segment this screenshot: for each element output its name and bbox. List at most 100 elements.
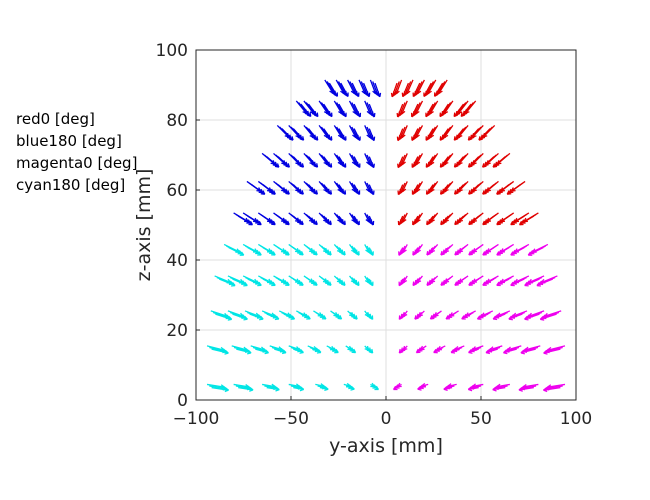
red-arrow — [400, 100, 408, 115]
blue-arrow — [336, 214, 344, 224]
cyan-arrow — [206, 345, 225, 352]
blue-arrow — [303, 125, 315, 138]
magenta-arrow — [458, 275, 469, 283]
cyan-arrow — [269, 345, 283, 352]
cyan-arrow — [288, 345, 300, 351]
red-arrow — [471, 124, 484, 138]
blue-arrow — [333, 153, 343, 165]
red-arrow — [472, 152, 484, 165]
cyan-arrow — [313, 310, 323, 317]
blue-arrow — [288, 124, 301, 138]
cyan-arrow — [214, 275, 232, 284]
magenta-arrow — [486, 275, 499, 283]
magenta-arrow — [444, 275, 454, 283]
blue-arrow — [364, 125, 371, 139]
red-arrow — [416, 212, 424, 223]
red-arrow — [510, 180, 526, 192]
magenta-arrow — [500, 243, 515, 253]
cyan-arrow — [345, 345, 353, 351]
blue-arrow — [347, 79, 356, 95]
blue-arrow — [273, 212, 286, 223]
red-arrow — [443, 125, 454, 138]
red-arrow — [416, 79, 425, 95]
red-arrow — [457, 125, 469, 138]
magenta-arrow — [458, 243, 469, 253]
blue-arrow — [364, 181, 371, 193]
blue-arrow — [348, 181, 356, 192]
red-arrow — [514, 212, 530, 223]
red-arrow — [472, 180, 484, 192]
red-arrow — [429, 100, 439, 115]
red-arrow — [429, 153, 439, 165]
magenta-arrow — [528, 275, 545, 284]
cyan-arrow — [315, 383, 325, 389]
magenta-arrow — [444, 243, 454, 253]
blue-arrow — [257, 212, 272, 223]
cyan-arrow — [262, 383, 276, 389]
red-arrow — [441, 126, 452, 140]
red-arrow — [443, 153, 454, 165]
blue-arrow — [273, 180, 286, 192]
cyan-arrow — [307, 345, 318, 351]
blue-arrow — [257, 180, 272, 192]
blue-arrow — [369, 79, 377, 95]
cyan-arrow — [242, 243, 258, 253]
red-arrow — [500, 212, 515, 223]
legend-entry: magenta0 [deg] — [16, 154, 137, 172]
red-arrow — [464, 100, 477, 114]
magenta-arrow — [472, 243, 484, 253]
cyan-arrow — [288, 383, 300, 389]
magenta-arrow — [486, 243, 499, 253]
cyan-arrow — [244, 310, 260, 318]
blue-arrow — [288, 212, 300, 223]
blue-arrow — [358, 79, 367, 95]
blue-arrow — [364, 100, 372, 115]
cyan-arrow — [347, 310, 354, 317]
red-arrow — [402, 212, 408, 223]
legend: red0 [deg] blue180 [deg] magenta0 [deg] cya… — [16, 110, 137, 194]
magenta-arrow — [514, 275, 530, 284]
magenta-arrow — [481, 310, 494, 317]
magenta-arrow — [472, 345, 484, 351]
blue-arrow — [288, 152, 300, 165]
magenta-arrow — [547, 383, 566, 390]
blue-arrow — [303, 212, 314, 223]
magenta-arrow — [465, 310, 476, 317]
red-arrow — [438, 79, 448, 94]
blue-arrow — [233, 212, 249, 223]
tick-labels: −100 −50 0 50 100 0 20 40 60 80 100 — [156, 41, 593, 429]
magenta-arrow — [540, 275, 558, 284]
magenta-arrow — [402, 244, 408, 253]
blue-arrow — [318, 181, 328, 192]
magenta-arrow — [532, 243, 549, 253]
red-arrow — [482, 124, 496, 138]
cyan-arrow — [348, 244, 356, 253]
blue-arrow — [303, 100, 315, 115]
blue-arrow — [348, 125, 357, 138]
red-arrow — [439, 184, 449, 195]
x-tick-label: 100 — [560, 409, 592, 429]
cyan-arrow — [210, 310, 228, 318]
cyan-arrow — [227, 310, 244, 318]
red-arrow — [442, 182, 452, 194]
x-tick-label: −100 — [173, 409, 220, 429]
blue-arrow — [333, 125, 343, 138]
blue-arrow — [348, 100, 357, 115]
red-arrow — [441, 154, 452, 167]
y-tick-label: 60 — [166, 181, 188, 201]
red-arrow — [427, 79, 437, 94]
cyan-arrow — [326, 345, 335, 351]
red-arrow — [401, 153, 408, 166]
cyan-arrow — [318, 243, 328, 253]
red-arrow — [395, 79, 403, 95]
magenta-arrow — [544, 310, 562, 318]
cyan-arrow — [364, 244, 370, 253]
magenta-arrow — [496, 383, 510, 389]
cyan-arrow — [273, 275, 286, 283]
magenta-arrow — [402, 345, 408, 351]
cyan-arrow — [233, 383, 250, 389]
red-arrow — [486, 212, 499, 223]
y-tick-label: 80 — [166, 111, 188, 131]
cyan-arrow — [216, 276, 234, 286]
